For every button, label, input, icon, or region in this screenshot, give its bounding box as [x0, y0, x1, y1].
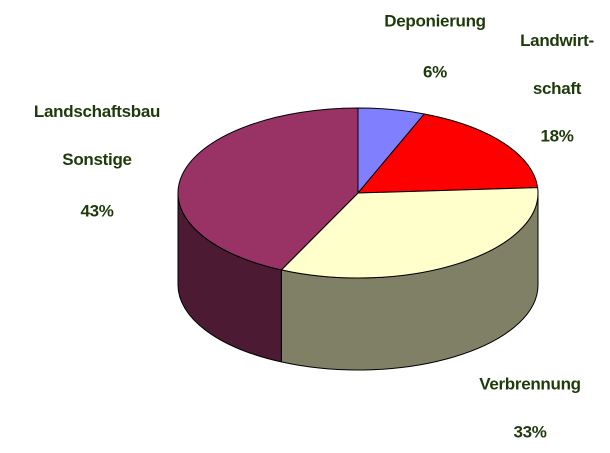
value-label: 6% — [423, 62, 447, 81]
category-label: Landschaftsbau Sonstige — [34, 102, 160, 169]
pie-slice — [177, 107, 359, 271]
value-label: 33% — [513, 422, 546, 441]
pie-slice — [356, 113, 539, 194]
category-label: Deponierung — [384, 11, 486, 30]
pie-slice — [280, 187, 539, 279]
value-label: 18% — [540, 126, 573, 145]
category-label: Landwirt-schaft — [520, 31, 594, 98]
value-label: 43% — [80, 201, 113, 220]
category-label: Verbrennung — [479, 374, 581, 393]
